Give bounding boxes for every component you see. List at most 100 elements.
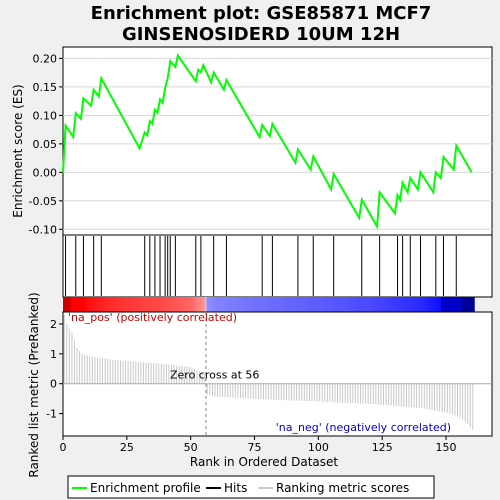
color-bar-cell — [241, 297, 245, 312]
color-bar-cell — [382, 297, 386, 312]
color-bar-cell — [402, 297, 406, 312]
color-bar-cell — [267, 297, 271, 312]
color-bar-cell — [333, 297, 337, 312]
color-bar-cell — [244, 297, 248, 312]
color-bar-cell — [124, 297, 128, 312]
color-bar-cell — [392, 297, 396, 312]
color-bar-cell — [106, 297, 110, 312]
color-bar-cell — [75, 297, 79, 312]
color-bar-cell — [274, 297, 279, 312]
color-bar-cell — [129, 297, 133, 312]
color-bar-cell — [236, 297, 240, 312]
es-ytick-label: 0.10 — [33, 109, 58, 122]
color-bar-cell — [313, 297, 317, 312]
es-y-axis-label: Enrichment score (ES) — [11, 84, 25, 217]
color-bar-cell — [400, 297, 404, 312]
rank-ytick-label: 2 — [50, 318, 57, 331]
color-bar-cell — [213, 297, 217, 312]
color-bar-cell — [114, 297, 118, 312]
color-bar-cell — [440, 297, 445, 312]
color-bar-cell — [461, 297, 465, 312]
neg-correlated-label: 'na_neg' (negatively correlated) — [276, 421, 451, 434]
color-bar-cell — [394, 297, 399, 312]
rank-panel: Zero cross at 56 'na_pos' (positively co… — [27, 292, 493, 478]
color-bar-cell — [343, 297, 348, 312]
rank-xtick-label: 100 — [308, 441, 329, 454]
color-bar-cell — [116, 297, 120, 312]
es-ytick-label: 0.05 — [33, 138, 58, 151]
color-bar-cell — [183, 297, 187, 312]
color-bar-cell — [170, 297, 174, 312]
color-bar-cell — [91, 297, 95, 312]
color-bar-cell — [346, 297, 350, 312]
color-bar-cell — [257, 297, 261, 312]
rank-xtick-label: 50 — [184, 441, 198, 454]
color-bar-cell — [134, 297, 138, 312]
hits-frame — [62, 234, 493, 298]
color-bar-cell — [369, 297, 373, 312]
color-bar-cell — [121, 297, 125, 312]
color-bar-cell — [180, 297, 184, 312]
color-bar-cell — [466, 297, 470, 312]
color-bar-cell — [364, 297, 368, 312]
es-panel: -0.10 -0.05 0.00 0.05 0.10 0.15 0.20 Enrichmen… — [11, 46, 493, 236]
color-bar-cell — [98, 297, 102, 312]
color-bar-cell — [354, 297, 358, 312]
es-ytick-label: 0.15 — [33, 81, 58, 94]
color-bar-cell — [328, 297, 332, 312]
color-bar-cell — [172, 297, 176, 312]
rank-x-axis-label: Rank in Ordered Dataset — [190, 455, 338, 469]
color-bar-cell — [226, 297, 230, 312]
color-bar-cell — [78, 297, 82, 312]
color-bar-cell — [341, 297, 345, 312]
color-bar-cell — [175, 297, 179, 312]
color-bar-cell — [359, 297, 363, 312]
rank-xtick-label: 150 — [436, 441, 457, 454]
color-bar-cell — [351, 297, 355, 312]
color-bar-cell — [308, 297, 312, 312]
hits-panel — [62, 234, 493, 298]
color-bar-cell — [469, 297, 473, 312]
zero-cross-label: Zero cross at 56 — [170, 369, 259, 382]
color-bar-cell — [326, 297, 330, 312]
color-bar-cell — [96, 297, 100, 312]
color-bar-cell — [371, 297, 376, 312]
color-bar-cell — [303, 297, 307, 312]
rank-plot-frame — [62, 311, 493, 437]
color-bar-cell — [246, 297, 251, 312]
color-bar-cell — [65, 297, 69, 312]
color-bar-cell — [423, 297, 427, 312]
color-bar-cell — [451, 297, 455, 312]
color-bar-cell — [410, 297, 414, 312]
color-bar-cell — [305, 297, 309, 312]
color-bar-cell — [251, 297, 256, 312]
color-bar-cell — [139, 297, 143, 312]
color-bar-cell — [280, 297, 284, 312]
color-bar-cell — [195, 297, 199, 312]
color-bar-cell — [269, 297, 273, 312]
color-bar-cell — [193, 297, 197, 312]
es-ytick-label: 0.00 — [33, 166, 58, 179]
color-bar-cell — [83, 297, 87, 312]
color-bar-cell — [415, 297, 419, 312]
color-bar-cell — [448, 297, 452, 312]
color-bar-cell — [458, 297, 462, 312]
color-bar-cell — [377, 297, 381, 312]
rank-xtick-label: 0 — [60, 441, 67, 454]
color-bar-cell — [282, 297, 286, 312]
color-bar-cell — [200, 297, 205, 312]
color-bar-cell — [356, 297, 360, 312]
color-bar-cell — [438, 297, 442, 312]
color-bar-cell — [456, 297, 460, 312]
color-bar-cell — [167, 297, 171, 312]
color-bar-cell — [85, 297, 90, 312]
color-bar-cell — [295, 297, 299, 312]
color-bar-cell — [80, 297, 85, 312]
color-bar-cell — [249, 297, 253, 312]
color-bar-cell — [384, 297, 388, 312]
color-bar-cell — [349, 297, 353, 312]
legend: Enrichment profile Hits Ranking metric s… — [67, 475, 435, 499]
color-bar-cell — [361, 297, 365, 312]
color-bar-cell — [417, 297, 422, 312]
color-bar-cell — [147, 297, 151, 312]
